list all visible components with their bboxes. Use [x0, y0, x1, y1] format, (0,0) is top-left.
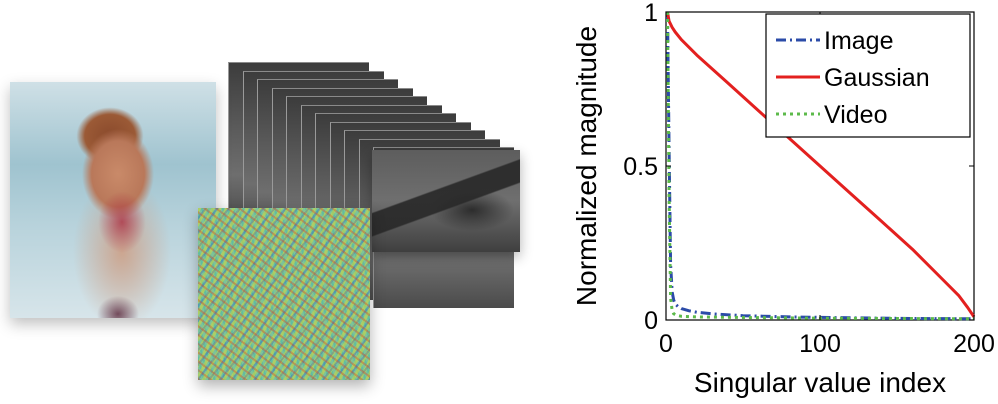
series-line-video [666, 11, 975, 321]
y-axis-title: Normalized magnitude [571, 26, 602, 306]
child-photo-image [10, 82, 216, 318]
legend-label-gaussian: Gaussian [824, 64, 930, 92]
gaussian-noise-image [198, 208, 370, 380]
series-line-gaussian [666, 11, 976, 318]
legend-label-image: Image [824, 27, 893, 55]
y-tick-label: 1 [644, 0, 658, 27]
x-axis-title: Singular value index [694, 367, 946, 398]
y-tick-label: 0.5 [623, 153, 658, 181]
singular-value-chart: 0 100 200 0 0.5 1 Singular value index Normal… [571, 0, 995, 398]
legend-label-video: Video [824, 101, 888, 129]
x-tick-label: 200 [953, 330, 995, 358]
legend: Image Gaussian Video [765, 13, 971, 138]
x-tick-label: 0 [659, 330, 673, 358]
video-frame-front [372, 150, 520, 252]
series-layer [666, 11, 976, 321]
illustration-panel [10, 62, 520, 380]
x-tick-label: 100 [799, 330, 841, 358]
ticks-layer: 0 100 200 0 0.5 1 [623, 0, 995, 358]
y-tick-label: 0 [644, 307, 658, 335]
